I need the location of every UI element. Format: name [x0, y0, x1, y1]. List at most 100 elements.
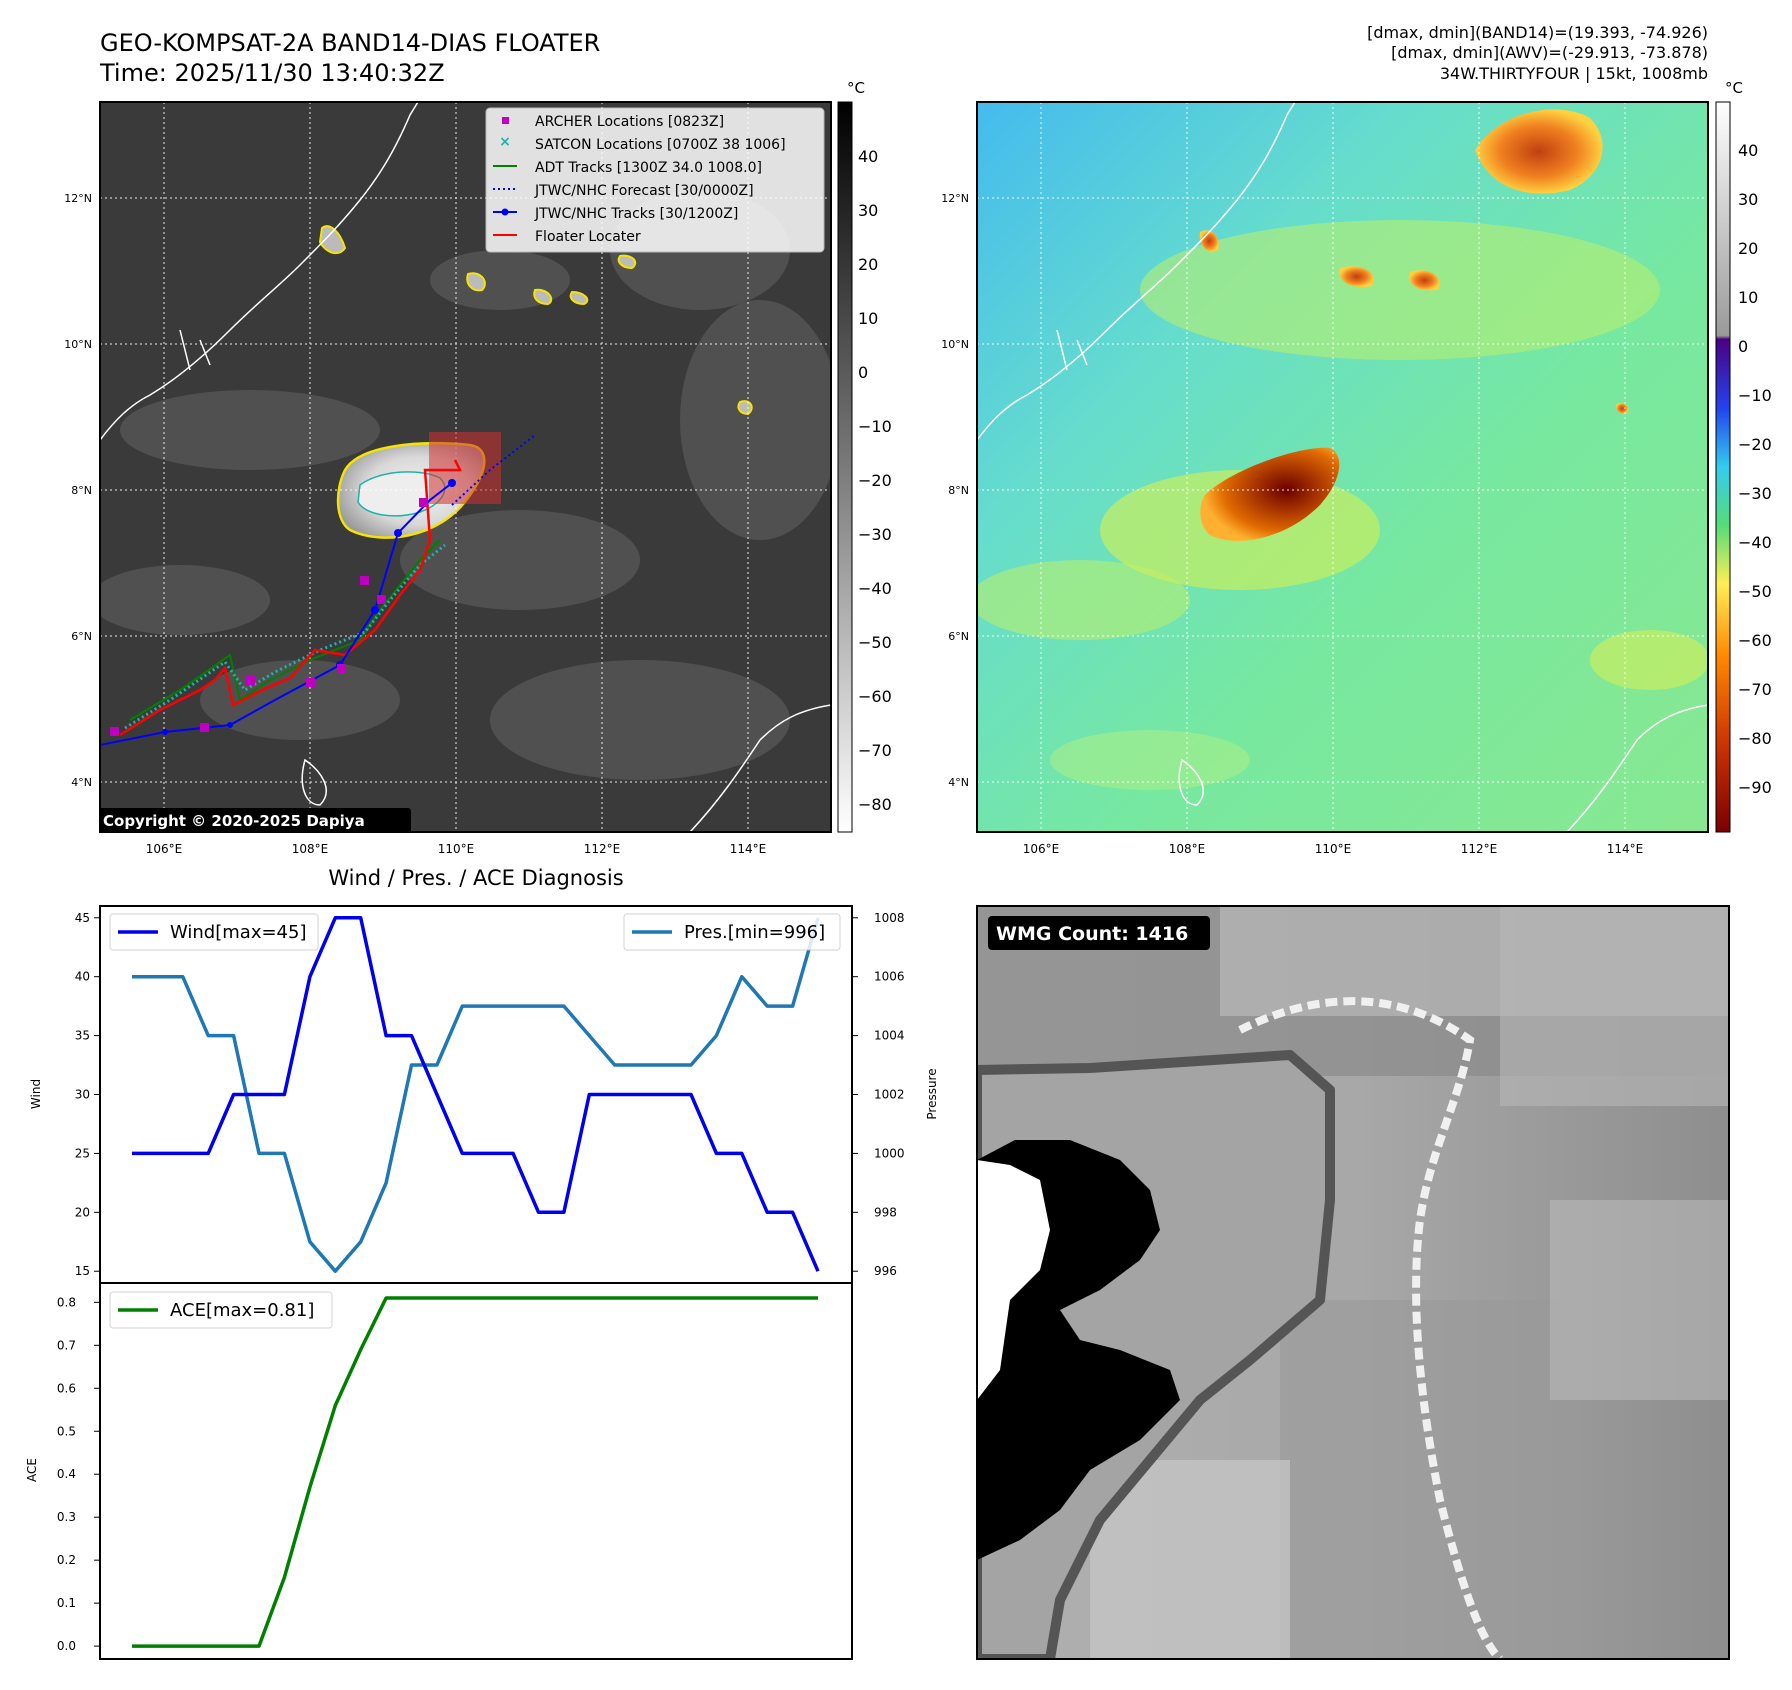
svg-text:8°N: 8°N [948, 484, 969, 497]
svg-text:−80: −80 [858, 795, 892, 814]
awv-colorbar: °C 40 30 20 10 0 −10 −20 −30 −40 −50 −60… [1715, 79, 1772, 833]
pressure-legend-label: Pres.[min=996] [684, 922, 825, 943]
wind-tick-label: 20 [75, 1205, 90, 1219]
ace-tick-label: 0.4 [57, 1467, 76, 1481]
wind-tick-label: 25 [75, 1146, 90, 1160]
ace-tick-label: 0.0 [57, 1639, 76, 1653]
awv-map-panel: 106°E 108°E 110°E 112°E 114°E 12°N 10°N … [941, 79, 1772, 856]
wind-legend: Wind[max=45] [109, 913, 319, 951]
copyright-text: Copyright © 2020-2025 Dapiya [103, 812, 365, 830]
ir-colorbar: °C 40 30 20 10 0 −10 −20 −30 −40 −50 −60… [837, 79, 892, 833]
ir-colorbar-unit: °C [847, 79, 865, 97]
svg-text:20: 20 [858, 255, 878, 274]
svg-text:12°N: 12°N [941, 192, 969, 205]
svg-text:6°N: 6°N [948, 630, 969, 643]
ir-lat-labels: 12°N 10°N 8°N 6°N 4°N [64, 192, 92, 789]
svg-text:6°N: 6°N [71, 630, 92, 643]
ace-tick-label: 0.7 [57, 1338, 76, 1352]
svg-text:−40: −40 [1738, 533, 1772, 552]
legend-jtwc-tracks: JTWC/NHC Tracks [30/1200Z] [534, 206, 738, 222]
pressure-tick-label: 1004 [874, 1029, 905, 1043]
diagnosis-chart: Wind / Pres. / ACE Diagnosis Wind Pressu… [29, 866, 939, 1284]
svg-text:12°N: 12°N [64, 192, 92, 205]
pressure-tick-label: 1008 [874, 911, 905, 925]
svg-text:40: 40 [1738, 141, 1758, 160]
wind-y-ticks: 15 20 25 30 35 40 45 [75, 911, 100, 1278]
svg-text:−10: −10 [858, 417, 892, 436]
map-legend: × ARCHER Locations [0823Z] SATCON Locati… [485, 107, 825, 253]
svg-text:−20: −20 [1738, 435, 1772, 454]
wind-series-line [132, 916, 820, 1272]
svg-text:8°N: 8°N [71, 484, 92, 497]
pressure-tick-label: 998 [874, 1205, 897, 1219]
ir-coastline [100, 102, 831, 832]
wind-legend-label: Wind[max=45] [170, 922, 307, 943]
svg-text:0: 0 [1738, 337, 1748, 356]
ace-tick-label: 0.6 [57, 1381, 76, 1395]
svg-text:10°N: 10°N [64, 338, 92, 351]
svg-text:−90: −90 [1738, 778, 1772, 797]
svg-text:112°E: 112°E [584, 842, 621, 856]
ace-legend: ACE[max=0.81] [109, 1291, 333, 1329]
wmg-texture [977, 906, 1729, 1659]
svg-text:110°E: 110°E [1315, 842, 1352, 856]
satcon-track [124, 543, 446, 730]
pressure-y-ticks: 996 998 1000 1002 1004 1006 1008 [852, 911, 905, 1278]
ace-legend-label: ACE[max=0.81] [170, 1300, 314, 1321]
svg-text:114°E: 114°E [730, 842, 767, 856]
adt-track [129, 539, 441, 721]
pressure-axis-label: Pressure [925, 1068, 939, 1119]
archer-points [110, 498, 428, 736]
pressure-tick-label: 1006 [874, 970, 905, 984]
svg-text:10: 10 [858, 309, 878, 328]
ace-tick-label: 0.5 [57, 1424, 76, 1438]
ace-tick-label: 0.3 [57, 1510, 76, 1524]
svg-text:−70: −70 [858, 741, 892, 760]
svg-text:−10: −10 [1738, 386, 1772, 405]
awv-gridlines [977, 102, 1708, 832]
svg-text:−20: −20 [858, 471, 892, 490]
ace-tick-label: 0.1 [57, 1596, 76, 1610]
awv-moisture-field [977, 109, 1708, 790]
legend-jtwc-forecast: JTWC/NHC Forecast [30/0000Z] [534, 183, 754, 199]
copyright-box [100, 808, 411, 832]
svg-text:−60: −60 [858, 687, 892, 706]
wind-tick-label: 30 [75, 1088, 90, 1102]
svg-text:4°N: 4°N [71, 776, 92, 789]
wind-pres-axes [99, 905, 853, 1284]
ace-y-ticks: 0.0 0.1 0.2 0.3 0.4 0.5 0.6 0.7 0.8 [57, 1295, 100, 1653]
legend-floater: Floater Locater [535, 229, 641, 245]
svg-text:114°E: 114°E [1607, 842, 1644, 856]
svg-text:−30: −30 [858, 525, 892, 544]
svg-text:−50: −50 [858, 633, 892, 652]
track-overlays [100, 432, 536, 746]
svg-text:30: 30 [858, 201, 878, 220]
svg-text:−50: −50 [1738, 582, 1772, 601]
figure-title: GEO-KOMPSAT-2A BAND14-DIAS FLOATER [100, 29, 600, 57]
legend-satcon: SATCON Locations [0700Z 38 1006] [535, 137, 786, 153]
wmg-count-label: WMG Count: 1416 [996, 923, 1188, 945]
info-awv: [dmax, dmin](AWV)=(-29.913, -73.878) [1391, 43, 1708, 62]
info-band14: [dmax, dmin](BAND14)=(19.393, -74.926) [1367, 23, 1708, 42]
legend-adt: ADT Tracks [1300Z 34.0 1008.0] [535, 160, 762, 176]
ace-chart: ACE 0.0 0.1 0.2 0.3 0.4 0.5 0.6 0.7 0.8 ACE[max=… [25, 1282, 853, 1660]
wind-tick-label: 15 [75, 1264, 90, 1278]
wmg-label-box [988, 916, 1210, 950]
svg-text:−40: −40 [858, 579, 892, 598]
svg-text:−60: −60 [1738, 631, 1772, 650]
floater-locater-track [119, 459, 463, 737]
awv-lat-labels: 12°N 10°N 8°N 6°N 4°N [941, 192, 969, 789]
svg-text:108°E: 108°E [292, 842, 329, 856]
awv-coastline [977, 102, 1708, 832]
ace-axes [99, 1282, 853, 1660]
svg-text:−70: −70 [1738, 680, 1772, 699]
svg-text:108°E: 108°E [1169, 842, 1206, 856]
pressure-tick-label: 1000 [874, 1146, 905, 1160]
ir-map-panel: × ARCHER Locations [0823Z] SATCON Locati… [64, 79, 892, 856]
figure-time: Time: 2025/11/30 13:40:32Z [99, 59, 445, 87]
ir-lon-labels: 106°E 108°E 110°E 112°E 114°E [146, 842, 767, 856]
svg-text:110°E: 110°E [438, 842, 475, 856]
info-storm: 34W.THIRTYFOUR | 15kt, 1008mb [1440, 64, 1708, 83]
diagnosis-title: Wind / Pres. / ACE Diagnosis [328, 866, 623, 890]
